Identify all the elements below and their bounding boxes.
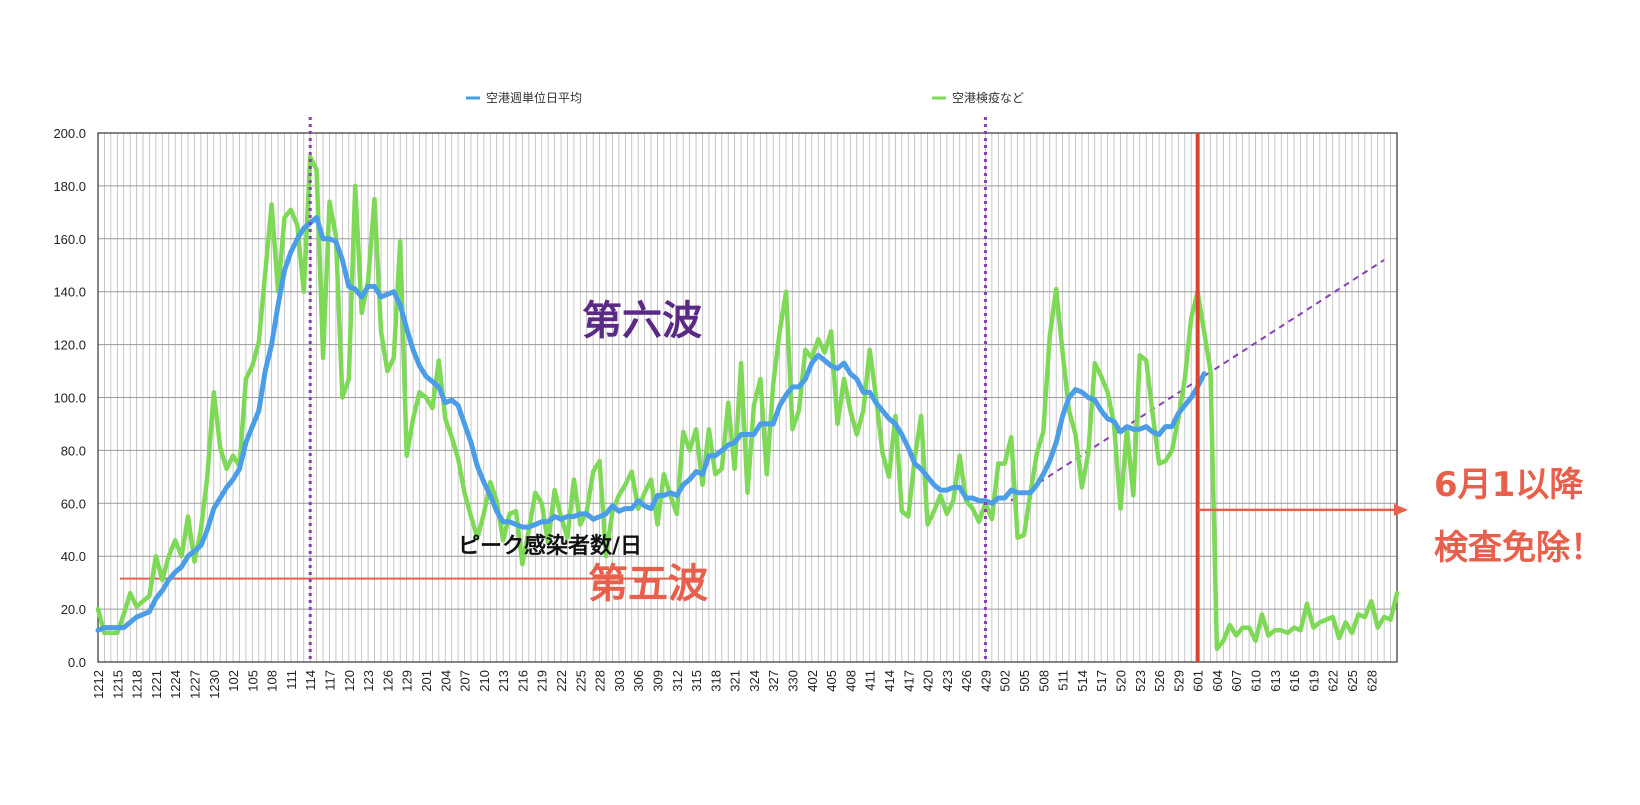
y-tick-label: 20.0 (61, 602, 86, 617)
y-tick-label: 160.0 (53, 232, 86, 247)
x-tick-label: 306 (631, 670, 646, 692)
x-tick-label: 318 (708, 670, 723, 692)
x-tick-label: 520 (1113, 670, 1128, 692)
x-tick-label: 420 (921, 670, 936, 692)
x-tick-label: 225 (573, 670, 588, 692)
x-tick-label: 120 (342, 670, 357, 692)
x-tick-label: 111 (284, 670, 299, 690)
x-tick-label: 312 (670, 670, 685, 692)
x-tick-label: 303 (612, 670, 627, 692)
y-axis-ticks: 0.0 20.0 40.0 60.0 80.0 100.0 120.0 140.0 160.0 1… (53, 126, 86, 670)
x-tick-label: 1218 (130, 670, 145, 699)
annotation-exempt-line1: 6月1以降 (1434, 465, 1584, 505)
x-tick-label: 315 (689, 670, 704, 692)
x-tick-label: 1221 (149, 670, 164, 699)
x-tick-label: 108 (265, 670, 280, 692)
x-tick-label: 426 (959, 670, 974, 692)
x-tick-label: 511 (1056, 670, 1071, 691)
legend-label-weekly: 空港週単位日平均 (486, 90, 582, 105)
x-tick-label: 213 (496, 670, 511, 692)
x-tick-label: 526 (1152, 670, 1167, 692)
x-tick-label: 411 (863, 670, 878, 691)
annotation-exempt-line2: 検査免除！ (1434, 528, 1604, 568)
plot-border (97, 132, 1398, 663)
x-tick-label: 330 (786, 670, 801, 692)
legend: 空港週単位日平均 空港検疫など (466, 90, 1024, 105)
x-tick-label: 114 (303, 670, 318, 691)
x-tick-label: 502 (998, 670, 1013, 692)
annotation-wave6: 第六波 (582, 298, 702, 344)
x-tick-label: 324 (747, 670, 762, 692)
x-tick-label: 126 (380, 670, 395, 692)
x-tick-label: 327 (766, 670, 781, 692)
x-tick-label: 417 (901, 670, 916, 692)
y-tick-label: 60.0 (61, 496, 86, 511)
x-tick-label: 309 (650, 670, 665, 692)
x-tick-label: 219 (535, 670, 550, 692)
x-tick-label: 1215 (110, 670, 125, 699)
x-tick-label: 117 (323, 670, 338, 691)
annotation-peak-label: ピーク感染者数/日 (458, 533, 642, 559)
series-line-quarantine (95, 154, 1400, 652)
x-tick-label: 616 (1287, 670, 1302, 692)
x-tick-label: 505 (1017, 670, 1032, 692)
y-tick-label: 100.0 (53, 391, 86, 406)
x-tick-label: 613 (1268, 670, 1283, 692)
x-tick-label: 523 (1133, 670, 1148, 692)
x-tick-label: 1227 (187, 670, 202, 699)
x-tick-label: 408 (843, 670, 858, 692)
x-tick-label: 517 (1094, 670, 1109, 692)
x-tick-label: 204 (438, 670, 453, 692)
x-tick-label: 619 (1306, 670, 1321, 692)
x-tick-label: 402 (805, 670, 820, 692)
x-tick-label: 508 (1036, 670, 1051, 692)
x-tick-label: 228 (593, 670, 608, 692)
x-tick-label: 207 (458, 670, 473, 692)
x-tick-label: 514 (1075, 670, 1090, 692)
x-tick-label: 604 (1210, 670, 1225, 692)
x-tick-label: 1230 (207, 670, 222, 699)
vertical-markers (308, 117, 1408, 662)
x-tick-label: 625 (1345, 670, 1360, 692)
x-tick-label: 405 (824, 670, 839, 692)
x-tick-label: 601 (1191, 670, 1206, 692)
y-tick-label: 200.0 (53, 126, 86, 141)
x-tick-label: 210 (477, 670, 492, 692)
x-tick-label: 607 (1229, 670, 1244, 692)
exemption-arrow-head (1394, 503, 1408, 516)
x-tick-label: 423 (940, 670, 955, 692)
x-tick-label: 1212 (91, 670, 106, 699)
x-tick-label: 622 (1326, 670, 1341, 692)
annotation-wave5: 第五波 (588, 561, 708, 607)
y-tick-label: 180.0 (53, 179, 86, 194)
x-tick-label: 610 (1249, 670, 1264, 692)
x-tick-label: 628 (1364, 670, 1379, 692)
x-axis-ticks: 1212 1215 1218 1221 1224 1227 1230 102 105 108 111… (91, 670, 1379, 699)
y-tick-label: 140.0 (53, 285, 86, 300)
x-tick-label: 529 (1171, 670, 1186, 692)
y-tick-label: 0.0 (68, 655, 86, 670)
x-tick-label: 429 (978, 670, 993, 692)
y-tick-label: 120.0 (53, 338, 86, 353)
x-tick-label: 201 (419, 670, 434, 692)
x-tick-label: 123 (361, 670, 376, 692)
series-layer (95, 154, 1400, 652)
y-tick-label: 40.0 (61, 549, 86, 564)
series-line-weekly-average (95, 215, 1207, 633)
x-tick-label: 105 (245, 670, 260, 692)
x-tick-label: 1224 (168, 670, 183, 699)
x-tick-label: 216 (515, 670, 530, 692)
x-tick-label: 222 (554, 670, 569, 692)
x-tick-label: 129 (400, 670, 415, 692)
x-tick-label: 102 (226, 670, 241, 692)
y-tick-label: 80.0 (61, 443, 86, 458)
x-tick-label: 321 (728, 670, 743, 692)
x-tick-label: 414 (882, 670, 897, 692)
legend-label-quarantine: 空港検疫など (952, 90, 1024, 105)
